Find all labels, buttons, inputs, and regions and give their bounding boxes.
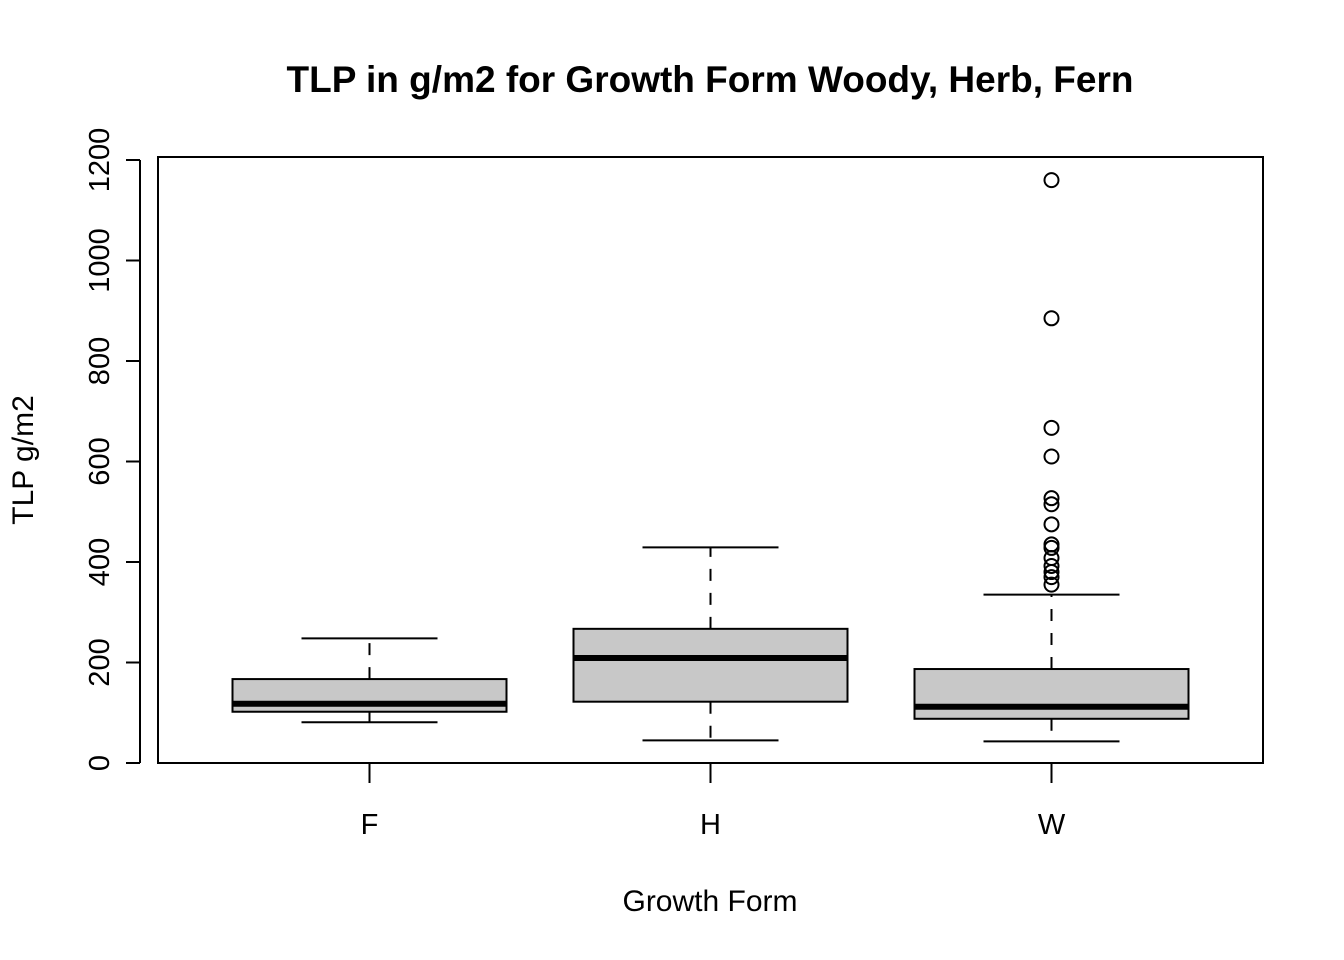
box-F [231, 637, 508, 724]
outlier-point [1043, 516, 1060, 533]
y-tick-label: 0 [84, 755, 116, 771]
y-axis: 0 200 400 600 800 1000 1200 [84, 128, 141, 771]
iqr-box [913, 668, 1190, 720]
x-tick-label: F [361, 809, 379, 841]
x-tick-label: H [700, 809, 721, 841]
y-tick-label: 600 [84, 437, 116, 485]
x-axis-label: Growth Form [622, 885, 797, 918]
outlier-point [1043, 569, 1060, 586]
outlier-point [1043, 558, 1060, 575]
box-H [572, 546, 849, 742]
outlier-point [1043, 310, 1060, 327]
x-tick-label: W [1038, 809, 1066, 841]
iqr-box [231, 678, 508, 713]
y-tick-label: 800 [84, 337, 116, 385]
iqr-box [572, 627, 849, 703]
box-W [913, 172, 1190, 743]
y-tick-label: 200 [84, 638, 116, 686]
outlier-point [1043, 536, 1060, 553]
y-tick-label: 1200 [84, 128, 116, 193]
outlier-point [1043, 496, 1060, 513]
outlier-point [1043, 448, 1060, 465]
y-tick-label: 1000 [84, 228, 116, 293]
y-axis-label: TLP g/m2 [7, 395, 40, 525]
y-tick-label: 400 [84, 538, 116, 586]
chart-title: TLP in g/m2 for Growth Form Woody, Herb,… [287, 59, 1134, 100]
outlier-point [1043, 490, 1060, 507]
outlier-point [1043, 172, 1060, 189]
outlier-point [1043, 576, 1060, 593]
outlier-point [1043, 419, 1060, 436]
boxes [231, 172, 1190, 743]
